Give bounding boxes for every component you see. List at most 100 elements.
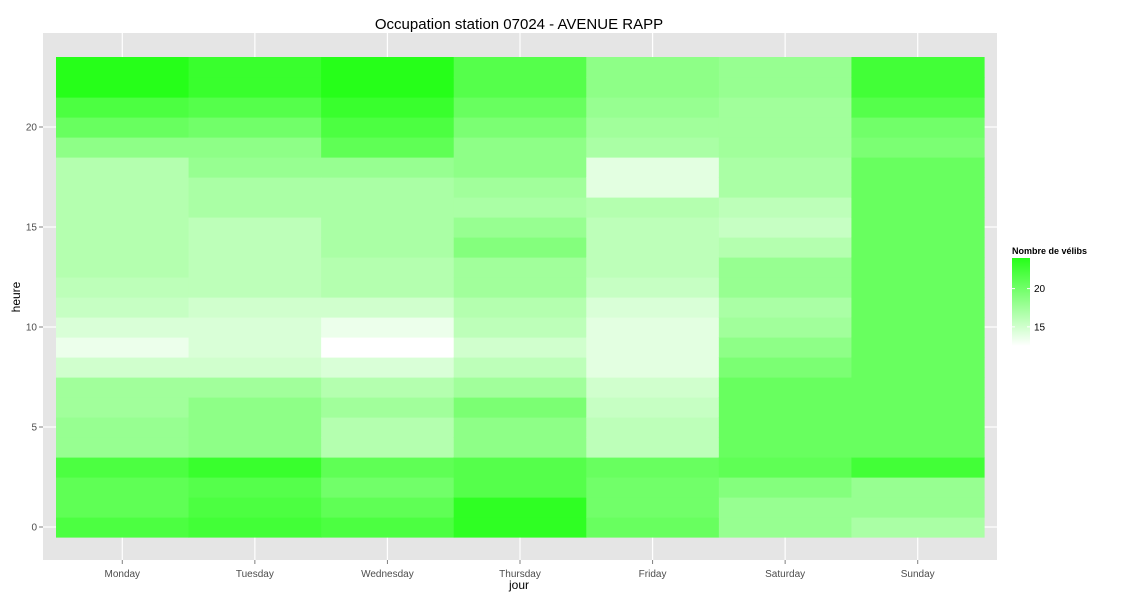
heatmap-tile [718,157,853,178]
heatmap-tile [718,257,853,278]
heatmap-tile [56,217,190,238]
heatmap-tile [321,197,455,218]
heatmap-tile [851,357,985,378]
heatmap-tile [56,237,190,258]
x-tick-label: Friday [639,569,667,580]
heatmap-tile [586,277,720,298]
heatmap-tile [321,497,455,518]
heatmap-tile [321,117,455,138]
heatmap-tile [453,137,587,158]
heatmap-tile [586,117,720,138]
heatmap-tile [718,517,853,538]
heatmap-tile [188,197,322,218]
heatmap-tile [56,457,190,478]
heatmap-tile [586,77,720,98]
heatmap-tile [718,297,853,318]
heatmap-tile [56,77,190,98]
heatmap-tile [453,217,587,238]
heatmap-tile [453,437,587,458]
heatmap-tile [56,437,190,458]
heatmap-tile [586,197,720,218]
heatmap-tile [453,357,587,378]
heatmap-tile [718,57,853,78]
heatmap-tile [188,217,322,238]
heatmap-tile [851,397,985,418]
heatmap-tile [851,157,985,178]
heatmap-tile [188,117,322,138]
heatmap-tile [56,297,190,318]
heatmap-tile [188,57,322,78]
heatmap-tile [321,517,455,538]
heatmap-tile [453,157,587,178]
heatmap-tile [718,317,853,338]
heatmap-tile [718,177,853,198]
heatmap-tile [188,497,322,518]
heatmap-tile [188,417,322,438]
x-tick-label: Saturday [765,569,805,580]
heatmap-tile [851,137,985,158]
heatmap-tile [453,97,587,118]
heatmap-tile [453,277,587,298]
heatmap-tile [56,417,190,438]
heatmap-tile [321,317,455,338]
heatmap-tile [56,397,190,418]
heatmap-tile [718,417,853,438]
heatmap-tile [188,257,322,278]
heatmap-tile [718,117,853,138]
heatmap-tile [56,337,190,358]
heatmap-tile [188,437,322,458]
heatmap-tile [586,417,720,438]
heatmap-tile [586,457,720,478]
heatmap-tile [321,477,455,498]
heatmap-tile [453,417,587,438]
heatmap-tile [453,377,587,398]
heatmap-tile [586,97,720,118]
heatmap-tile [188,377,322,398]
legend-colorbar [1012,258,1030,346]
x-tick-label: Thursday [499,569,541,580]
heatmap-tile [188,457,322,478]
y-tick-label: 20 [26,123,38,134]
heatmap-tile [851,337,985,358]
heatmap-tile [453,457,587,478]
heatmap-tile [586,477,720,498]
heatmap-tile [586,237,720,258]
x-tick-label: Sunday [901,569,935,580]
heatmap-tile [851,497,985,518]
heatmap-tile [851,177,985,198]
heatmap-tile [586,217,720,238]
heatmap-tile [188,337,322,358]
heatmap-tile [586,357,720,378]
y-axis: 0 5 10 15 20 [26,123,43,534]
heatmap-tile [718,457,853,478]
heatmap-tile [188,237,322,258]
heatmap-tile [188,297,322,318]
chart-title: Occupation station 07024 - AVENUE RAPP [375,16,663,33]
heatmap-tile [321,137,455,158]
x-axis: Monday Tuesday Wednesday Thursday Friday Satu… [104,560,935,580]
y-axis-title: heure [9,281,23,312]
heatmap-tile [453,177,587,198]
heatmap-tile [321,257,455,278]
heatmap-tile [56,377,190,398]
heatmap-tile [321,417,455,438]
heatmap-tile [718,357,853,378]
heatmap-tile [188,477,322,498]
heatmap-tile [718,77,853,98]
legend-tick-label: 15 [1034,322,1046,333]
heatmap-tile [56,177,190,198]
heatmap-tile [851,197,985,218]
x-axis-title: jour [508,578,529,592]
heatmap-tile [321,77,455,98]
heatmap-tile [718,277,853,298]
heatmap-tile [586,437,720,458]
heatmap-tile [321,177,455,198]
heatmap-tile [718,97,853,118]
heatmap-tile [718,497,853,518]
heatmap-tile [321,457,455,478]
heatmap-tile [718,397,853,418]
heatmap-tile [321,217,455,238]
heatmap-tile [718,437,853,458]
